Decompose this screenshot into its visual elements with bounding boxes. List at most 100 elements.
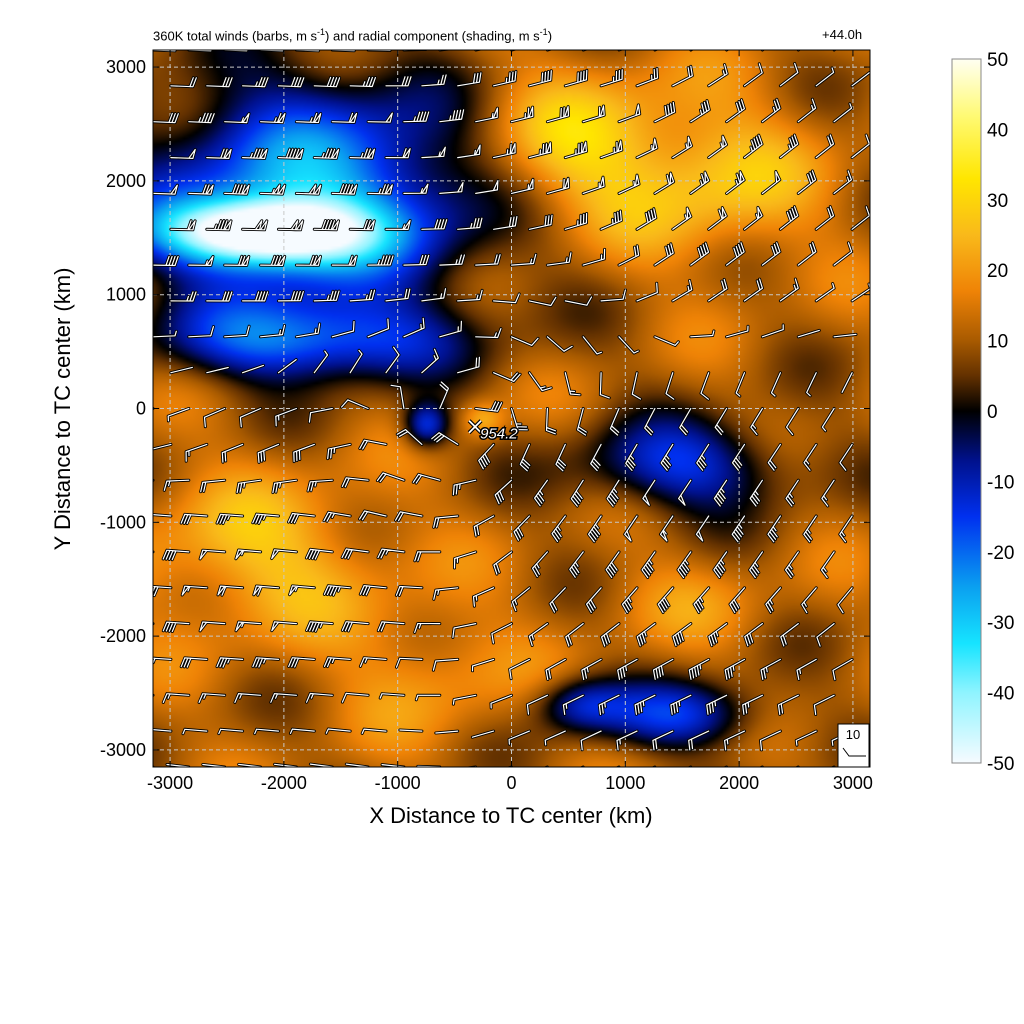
wind-barb (508, 657, 531, 681)
wind-barb (510, 407, 529, 432)
wind-barb (252, 584, 280, 597)
wind-barb (153, 584, 173, 598)
wind-barb (548, 586, 567, 614)
wind-barb (432, 586, 460, 601)
wind-barb (653, 101, 677, 124)
y-tick-label: 0 (136, 399, 146, 419)
wind-barb (581, 175, 606, 195)
wind-barb (743, 133, 764, 160)
wind-barb (330, 254, 358, 267)
wind-barb (307, 407, 334, 424)
wind-barb (671, 622, 693, 648)
wind-barb (241, 76, 270, 89)
wind-barb (420, 218, 449, 231)
wind-barb (725, 324, 750, 339)
wind-barb (712, 478, 729, 508)
wind-barb (340, 547, 370, 560)
wind-barb (778, 277, 800, 303)
wind-barb (241, 219, 269, 232)
wind-barb (635, 207, 658, 231)
wind-barb (411, 472, 442, 485)
wind-barb (358, 438, 388, 451)
wind-barb (348, 219, 376, 232)
wind-barb (850, 205, 870, 231)
wind-barb (269, 692, 298, 704)
wind-barb (169, 76, 198, 89)
wind-barb (707, 134, 728, 160)
wind-barb (187, 50, 213, 53)
wind-barb (153, 550, 155, 554)
wind-barb (778, 205, 800, 231)
plot-area (153, 50, 870, 803)
wind-barb (438, 253, 466, 267)
wind-barb (653, 171, 676, 195)
wind-barb (394, 510, 424, 523)
wind-barb (659, 442, 675, 472)
wind-barb (527, 213, 554, 231)
wind-barb (641, 478, 657, 507)
wind-barb (293, 798, 315, 803)
wind-barb (179, 512, 209, 526)
wind-barb (630, 371, 642, 401)
wind-barb (394, 585, 424, 597)
wind-barb (671, 64, 694, 88)
wind-barb (617, 244, 641, 267)
wind-barb (581, 247, 607, 267)
wind-barb (348, 147, 376, 160)
wind-barb (470, 729, 496, 739)
wind-barb (253, 727, 280, 736)
wind-barb (235, 478, 263, 495)
wind-barb (510, 50, 518, 52)
wind-barb (270, 620, 298, 633)
wind-barb (456, 71, 483, 88)
wind-barb (778, 133, 800, 160)
wind-barb (375, 471, 406, 484)
wind-barb (830, 765, 836, 767)
wind-barb (543, 729, 567, 747)
wind-barb (623, 514, 639, 543)
wind-barb (730, 514, 746, 544)
wind-barb (760, 50, 765, 52)
wind-barb (329, 799, 351, 803)
wind-barb (198, 620, 227, 633)
wind-barb (274, 407, 298, 428)
wind-barb (233, 692, 263, 704)
wind-barb (598, 371, 611, 400)
x-tick-label: -2000 (261, 773, 307, 793)
wind-barb (270, 548, 298, 561)
wind-barb (277, 147, 305, 160)
wind-barb (689, 329, 716, 339)
wind-barb (153, 50, 177, 53)
wind-barb (378, 692, 406, 700)
wind-barb (832, 332, 858, 339)
wind-barb (305, 620, 334, 633)
wind-barb (402, 316, 426, 339)
wind-barb (850, 71, 870, 88)
wind-barb (366, 50, 392, 52)
chart-title-right: +44.0h (822, 27, 863, 42)
wind-barb (330, 183, 358, 196)
wind-barb (832, 169, 853, 195)
wind-barb (402, 110, 431, 124)
wind-barb (153, 728, 173, 733)
wind-barb (734, 371, 746, 398)
wind-barb (215, 512, 245, 526)
axes: -3000 -2000 -1000 0 1000 2000 3000 -3000 -2000 -1… (100, 50, 873, 793)
wind-barb (713, 407, 729, 437)
wind-barb (153, 513, 173, 518)
wind-barb (169, 290, 198, 303)
wind-barb (653, 242, 675, 267)
wind-barb (366, 254, 395, 267)
wind-barb (621, 586, 639, 614)
wind-barb (420, 145, 447, 160)
wind-barb (474, 400, 504, 413)
wind-barb (234, 548, 263, 561)
wind-barb (608, 407, 621, 437)
wind-barb (312, 289, 341, 303)
wind-barb (474, 179, 500, 195)
wind-barb (438, 319, 463, 339)
wind-barb (420, 347, 440, 375)
wind-barb (223, 254, 251, 267)
wind-barb (153, 329, 178, 339)
